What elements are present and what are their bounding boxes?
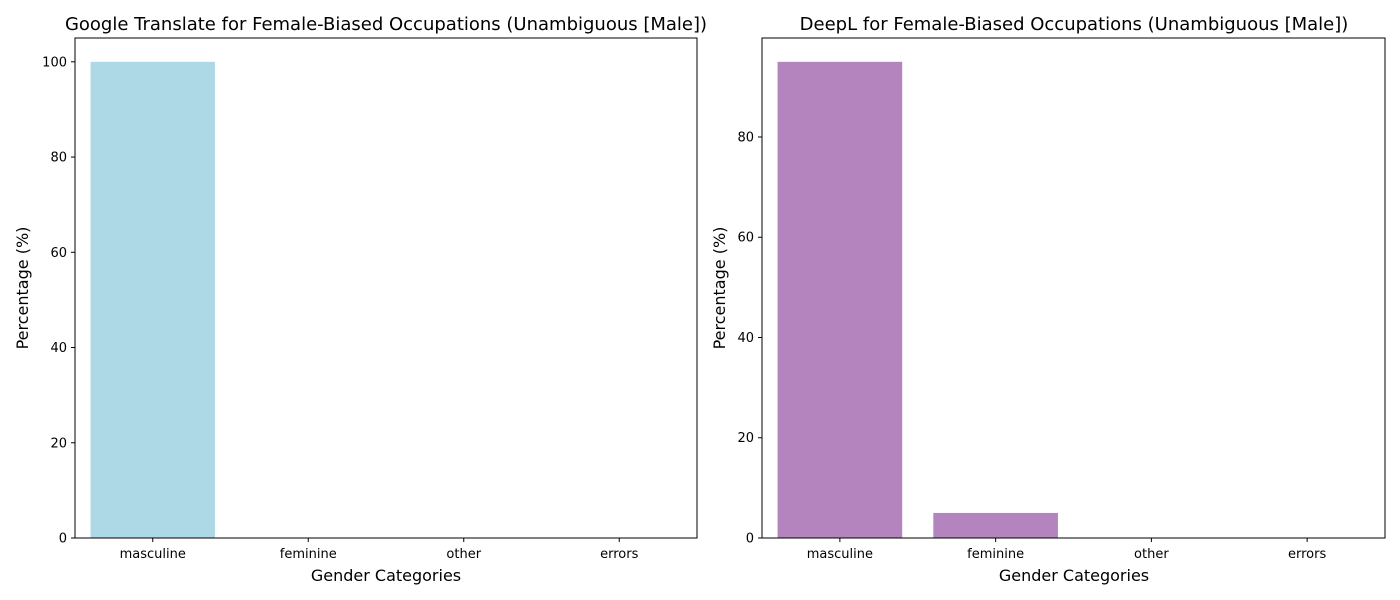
chart-panel-google: Google Translate for Female-Biased Occup… [13,14,707,585]
x-tick-label: errors [600,547,638,562]
x-ticks: masculine feminine other errors [807,538,1326,562]
x-axis-label: Gender Categories [999,566,1149,585]
y-ticks: 0 20 40 60 80 100 [42,55,75,547]
x-tick-label: feminine [280,547,337,562]
y-tick-label: 80 [737,130,754,145]
y-tick-label: 40 [737,331,754,346]
y-tick-label: 0 [59,532,67,547]
bars [777,61,1058,539]
y-tick-label: 20 [50,436,67,451]
y-tick-label: 80 [50,151,67,166]
chart-title: DeepL for Female-Biased Occupations (Una… [800,14,1349,35]
y-ticks: 0 20 40 60 80 [737,130,762,547]
x-tick-label: errors [1288,547,1326,562]
y-tick-label: 60 [50,246,67,261]
y-tick-label: 40 [50,341,67,356]
y-tick-label: 100 [42,55,67,70]
y-axis-label: Percentage (%) [13,227,32,350]
bar-masculine [90,61,215,539]
bar-masculine [777,61,903,539]
bars [90,61,215,539]
plot-frame [74,37,698,539]
y-tick-label: 60 [737,231,754,246]
x-tick-label: other [446,547,481,562]
y-tick-label: 0 [746,532,754,547]
x-axis-label: Gender Categories [311,566,461,585]
x-tick-label: other [1134,547,1169,562]
y-axis-label: Percentage (%) [710,227,729,350]
bar-feminine [933,512,1058,538]
y-tick-label: 20 [737,431,754,446]
x-ticks: masculine feminine other errors [120,538,639,562]
chart-title: Google Translate for Female-Biased Occup… [65,14,707,35]
chart-panel-deepl: DeepL for Female-Biased Occupations (Una… [710,14,1386,585]
x-tick-label: masculine [120,547,186,562]
x-tick-label: masculine [807,547,873,562]
x-tick-label: feminine [967,547,1024,562]
plot-frame [761,37,1386,539]
